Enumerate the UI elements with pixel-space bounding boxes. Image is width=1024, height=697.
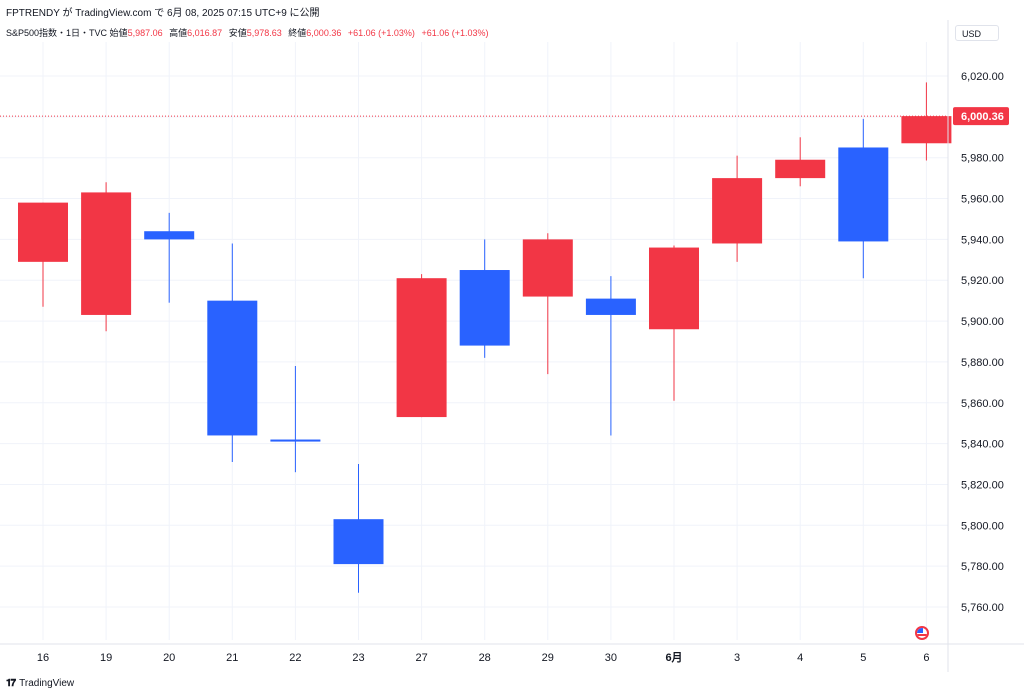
candle-body [459, 270, 510, 346]
candle-body [775, 159, 826, 179]
candle-body [207, 300, 258, 436]
x-tick-label: 22 [289, 652, 301, 664]
x-tick-label: 28 [479, 652, 491, 664]
time-axis: 16 19 20 21 22 23 27 28 29 30 6月 3 4 5 6 [0, 643, 1024, 664]
y-tick-label: 5,900.00 [961, 316, 1004, 328]
candle-body [901, 116, 952, 144]
currency-button[interactable]: USD [955, 25, 999, 41]
candles [18, 82, 952, 593]
x-tick-label: 16 [37, 652, 49, 664]
last-price-marker: 6,000.36 [0, 107, 1009, 126]
y-tick-label: 5,960.00 [961, 194, 1004, 206]
candle[interactable] [207, 243, 258, 462]
x-tick-label: 6 [923, 652, 929, 664]
x-tick-label: 6月 [665, 651, 682, 664]
x-tick-label: 5 [860, 652, 866, 664]
candle[interactable] [144, 212, 195, 303]
y-tick-label: 6,020.00 [961, 71, 1004, 83]
x-tick-label: 19 [100, 652, 112, 664]
y-tick-label: 5,880.00 [961, 357, 1004, 369]
high-value: 6,016.87 [187, 28, 223, 38]
footer: 𝟏𝟕 TradingView [6, 678, 74, 689]
last-price-label-bg [953, 107, 1009, 126]
y-tick-label: 5,760.00 [961, 602, 1004, 614]
y-tick-label: 5,820.00 [961, 479, 1004, 491]
candle[interactable] [459, 239, 510, 358]
publish-title: FPTRENDY が TradingView.com で 6月 08, 2025… [6, 8, 320, 19]
footer-brand: TradingView [19, 678, 75, 689]
y-tick-label: 5,940.00 [961, 234, 1004, 246]
change-value: +61.06 (+1.03%) [347, 28, 415, 38]
close-label: 終値 [288, 28, 307, 38]
candle-body [585, 298, 636, 315]
y-tick-label: 5,980.00 [961, 153, 1004, 165]
x-tick-label: 27 [415, 652, 427, 664]
candle[interactable] [18, 202, 68, 307]
candle-body [18, 202, 68, 262]
x-tick-label: 30 [605, 652, 617, 664]
x-tick-label: 4 [797, 652, 803, 664]
candle-body [649, 247, 699, 330]
candle[interactable] [270, 366, 321, 473]
tradingview-logo-icon: 𝟏𝟕 [6, 678, 16, 689]
candle[interactable] [901, 82, 952, 161]
last-price-label: 6,000.36 [961, 111, 1004, 123]
candle-body [522, 239, 573, 297]
close-value: 6,000.36 [306, 28, 342, 38]
x-tick-label: 23 [352, 652, 364, 664]
open-value: 5,987.06 [127, 28, 163, 38]
x-tick-label: 3 [734, 652, 740, 664]
symbol-label[interactable]: S&P500指数・1日・TVC [6, 28, 108, 38]
publish-header: FPTRENDY が TradingView.com で 6月 08, 2025… [6, 4, 320, 19]
low-label: 安値 [228, 28, 247, 38]
candle[interactable] [649, 245, 699, 401]
candle[interactable] [522, 233, 573, 375]
x-tick-label: 21 [226, 652, 238, 664]
candle-body [712, 178, 763, 244]
candle-body [144, 231, 195, 240]
currency-label: USD [962, 29, 982, 39]
candle[interactable] [396, 274, 447, 418]
x-tick-label: 29 [542, 652, 554, 664]
candle[interactable] [333, 464, 384, 593]
us-flag-icon[interactable] [915, 626, 929, 640]
y-tick-label: 5,780.00 [961, 561, 1004, 573]
candle-body [838, 147, 889, 242]
price-axis: 6,020.00 5,980.00 5,960.00 5,940.00 5,920.00… [947, 20, 1004, 672]
candle-body [81, 192, 132, 315]
y-tick-label: 5,920.00 [961, 275, 1004, 287]
y-tick-label: 5,800.00 [961, 520, 1004, 532]
open-label: 始値 [109, 28, 128, 38]
candle[interactable] [712, 155, 763, 262]
change-value-2: +61.06 (+1.03%) [421, 28, 489, 38]
candle[interactable] [838, 118, 889, 279]
x-tick-label: 20 [163, 652, 175, 664]
candle-body [333, 519, 384, 565]
candle-body [270, 439, 321, 442]
ohlc-legend: S&P500指数・1日・TVC 始値5,987.06 高値6,016.87 安値… [6, 26, 493, 39]
y-tick-label: 5,860.00 [961, 398, 1004, 410]
candle[interactable] [81, 182, 132, 332]
high-label: 高値 [169, 28, 188, 38]
candle[interactable] [585, 276, 636, 436]
low-value: 5,978.63 [246, 28, 282, 38]
y-tick-label: 5,840.00 [961, 439, 1004, 451]
candle[interactable] [775, 137, 826, 187]
candle-body [396, 278, 447, 418]
